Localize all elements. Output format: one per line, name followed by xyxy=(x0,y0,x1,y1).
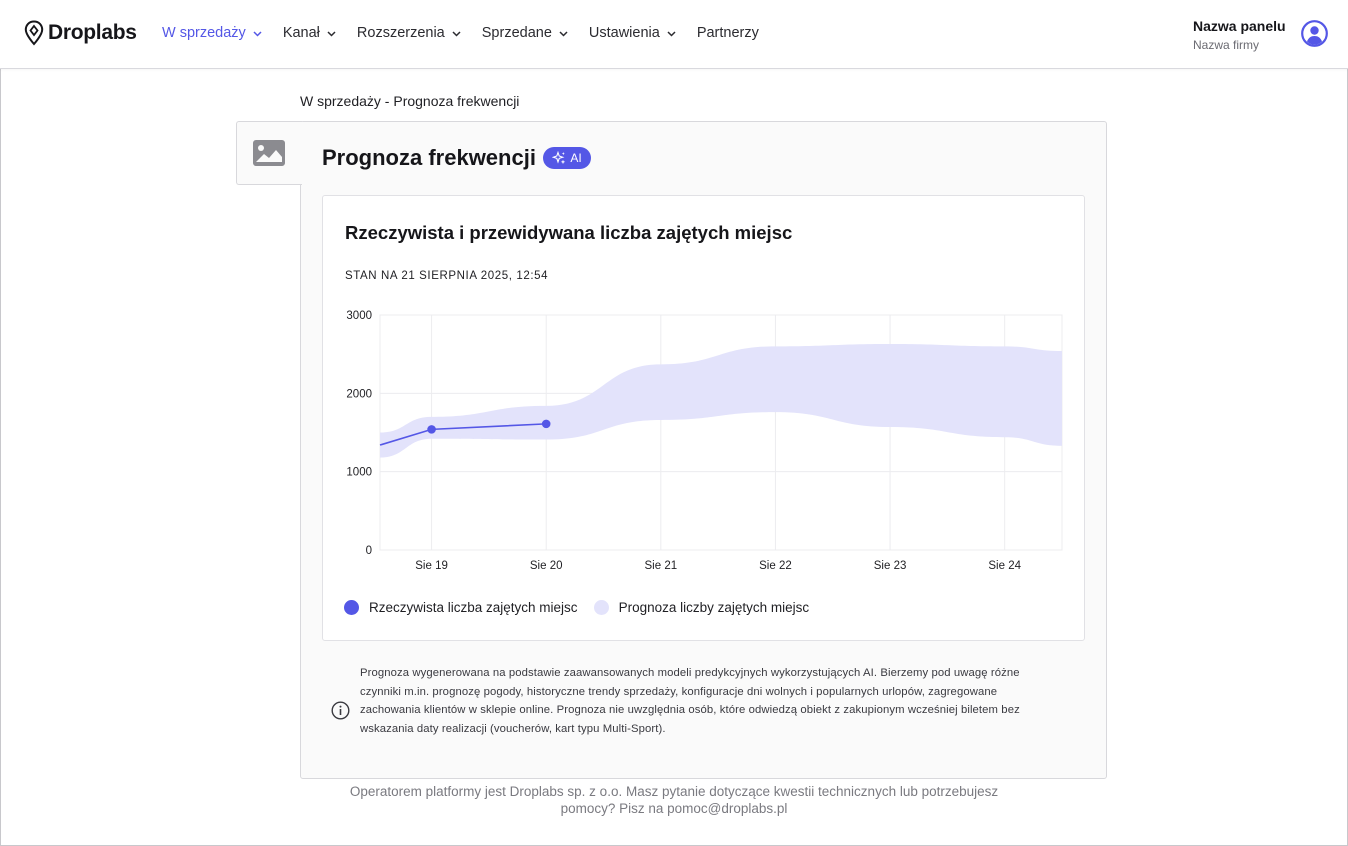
nav-item-4[interactable]: Ustawienia xyxy=(589,25,677,41)
actual-data-point xyxy=(541,419,551,429)
page-footer: Operatorem platformy jest Droplabs sp. z… xyxy=(300,783,1048,817)
y-tick-label: 0 xyxy=(366,545,372,557)
y-tick-label: 3000 xyxy=(346,310,372,322)
chart-title: Rzeczywista i przewidywana liczba zajęty… xyxy=(345,222,793,243)
chevron-down-icon xyxy=(452,30,461,37)
info-icon xyxy=(331,701,350,720)
chart-legend: Rzeczywista liczba zajętych miejsc Progn… xyxy=(344,600,825,615)
forecast-disclaimer: Prognoza wygenerowana na podstawie zaawa… xyxy=(360,667,1020,736)
footer-line-1: Operatorem platformy jest Droplabs sp. z… xyxy=(349,784,999,799)
brand-logo[interactable]: Droplabs xyxy=(24,20,137,46)
x-tick-label: Sie 24 xyxy=(988,560,1021,572)
nav-item-1[interactable]: Kanał xyxy=(283,25,337,41)
user-panel-info[interactable]: Nazwa panelu Nazwa firmy xyxy=(1193,18,1286,52)
user-avatar-icon[interactable] xyxy=(1301,20,1328,47)
nav-item-label: Ustawienia xyxy=(588,25,660,41)
nav-item-label: Rozszerzenia xyxy=(356,25,445,41)
legend-label-actual: Rzeczywista liczba zajętych miejsc xyxy=(369,600,578,615)
nav-item-2[interactable]: Rozszerzenia xyxy=(357,25,462,41)
nav-item-3[interactable]: Sprzedane xyxy=(482,25,569,41)
legend-item-forecast[interactable]: Prognoza liczby zajętych miejsc xyxy=(593,600,810,615)
ai-badge: AI xyxy=(543,147,591,169)
legend-item-actual[interactable]: Rzeczywista liczba zajętych miejsc xyxy=(344,600,578,615)
brand-name: Droplabs xyxy=(48,21,137,44)
y-tick-label: 1000 xyxy=(346,467,372,479)
legend-dot-forecast xyxy=(593,600,609,615)
x-tick-label: Sie 22 xyxy=(759,560,792,572)
x-tick-label: Sie 21 xyxy=(645,560,678,572)
ai-badge-label: AI xyxy=(570,151,582,165)
actual-data-point xyxy=(427,425,436,434)
footer-line-2: pomocy? Pisz na pomoc@droplabs.pl xyxy=(560,801,788,816)
attendance-forecast-chart: 0 1000 2000 3000 Sie 19 Sie 20 Sie 21 Sie 22 Sie… xyxy=(346,310,1063,572)
forecast-band xyxy=(380,343,1062,458)
droplabs-logo-icon xyxy=(24,20,44,46)
company-name: Nazwa firmy xyxy=(1193,38,1260,52)
top-navigation-bar: Droplabs W sprzedaży Kanał Rozszerzenia Spr… xyxy=(0,0,1348,69)
legend-label-forecast: Prognoza liczby zajętych miejsc xyxy=(618,600,810,615)
x-tick-label: Sie 19 xyxy=(415,560,448,572)
image-placeholder-icon xyxy=(253,140,285,166)
chart-timestamp: STAN NA 21 SIERPNIA 2025, 12:54 xyxy=(345,270,549,282)
x-tick-label: Sie 23 xyxy=(874,560,907,572)
main-menu: W sprzedaży Kanał Rozszerzenia Sprzedane Ust… xyxy=(162,25,779,41)
chevron-down-icon xyxy=(667,30,676,37)
sparkle-icon xyxy=(552,151,566,165)
y-tick-label: 2000 xyxy=(346,388,372,400)
chevron-down-icon xyxy=(253,30,262,37)
legend-dot-actual xyxy=(344,600,359,615)
nav-item-label: W sprzedaży xyxy=(162,25,246,41)
x-tick-label: Sie 20 xyxy=(530,560,563,572)
panel-name: Nazwa panelu xyxy=(1193,18,1286,34)
nav-item-label: Partnerzy xyxy=(696,25,759,41)
nav-item-5[interactable]: Partnerzy xyxy=(697,25,759,41)
chevron-down-icon xyxy=(559,30,568,37)
chevron-down-icon xyxy=(327,30,336,37)
nav-item-0[interactable]: W sprzedaży xyxy=(162,25,263,41)
breadcrumb: W sprzedaży - Prognoza frekwencji xyxy=(300,93,520,109)
nav-item-label: Sprzedane xyxy=(481,25,552,41)
page-title: Prognoza frekwencji xyxy=(322,145,536,170)
nav-item-label: Kanał xyxy=(282,25,320,41)
